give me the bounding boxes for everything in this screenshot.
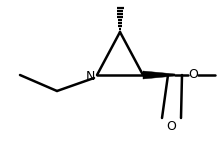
Text: N: N (85, 69, 95, 82)
Text: O: O (188, 67, 198, 80)
Text: O: O (167, 120, 176, 133)
Polygon shape (143, 71, 175, 79)
